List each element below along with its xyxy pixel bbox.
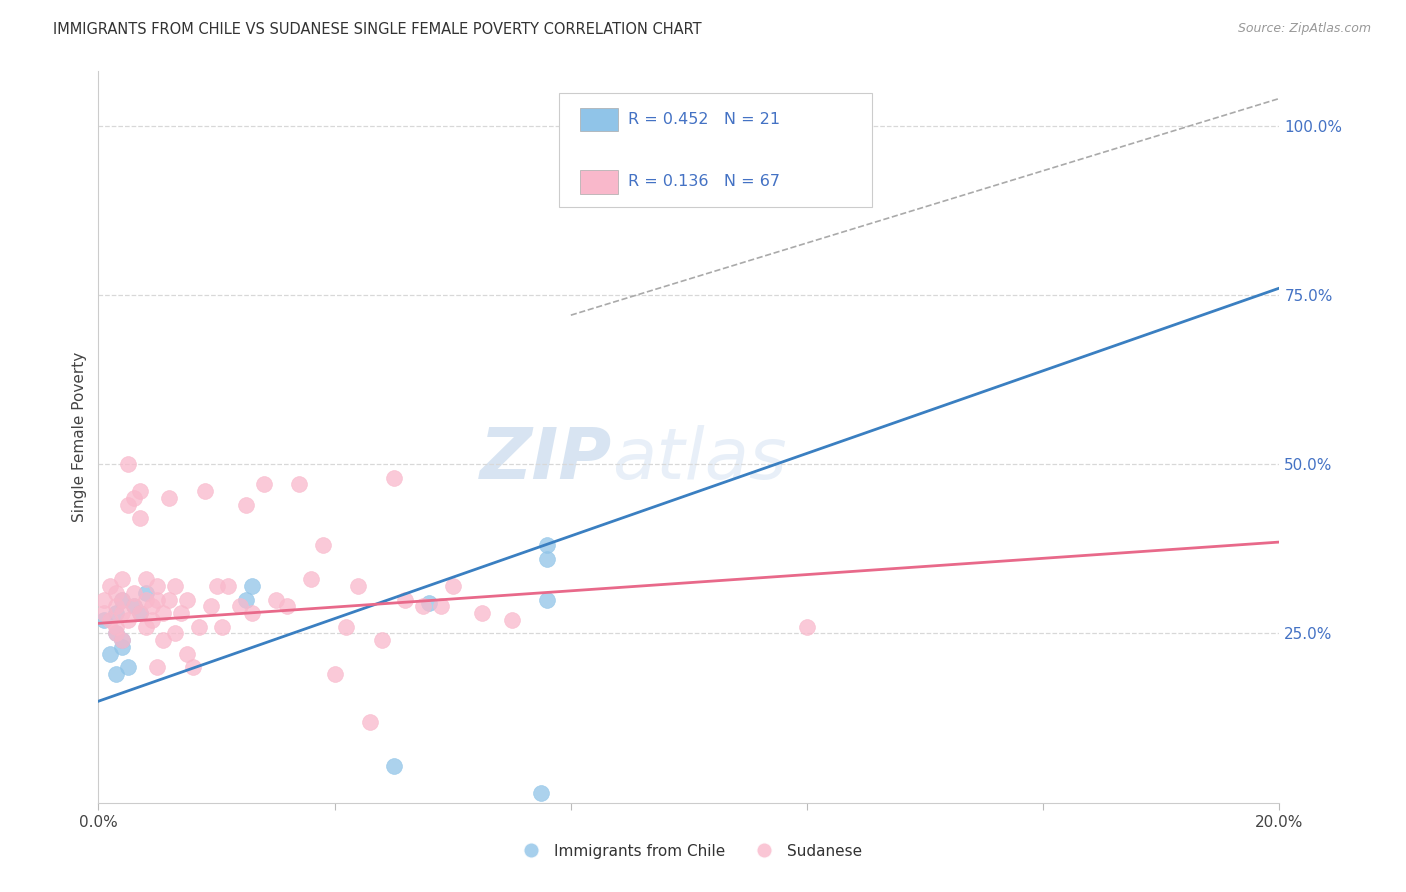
- FancyBboxPatch shape: [560, 94, 872, 207]
- Point: [536, 592, 558, 607]
- Point: [194, 484, 217, 499]
- Point: [141, 599, 163, 614]
- Point: [394, 592, 416, 607]
- Point: [264, 592, 287, 607]
- Point: [371, 633, 394, 648]
- Point: [98, 579, 121, 593]
- Point: [181, 660, 204, 674]
- Point: [276, 599, 298, 614]
- Point: [536, 538, 558, 552]
- Point: [141, 613, 163, 627]
- Point: [128, 606, 150, 620]
- Point: [111, 633, 134, 648]
- Point: [105, 626, 128, 640]
- Point: [105, 620, 128, 634]
- FancyBboxPatch shape: [581, 170, 619, 194]
- Point: [211, 620, 233, 634]
- Point: [235, 498, 257, 512]
- Point: [111, 606, 134, 620]
- Point: [146, 579, 169, 593]
- Point: [93, 613, 115, 627]
- Point: [165, 626, 187, 640]
- Point: [152, 606, 174, 620]
- Point: [176, 592, 198, 607]
- Legend: Immigrants from Chile, Sudanese: Immigrants from Chile, Sudanese: [510, 838, 868, 864]
- Point: [128, 606, 150, 620]
- Point: [93, 592, 115, 607]
- Point: [229, 599, 252, 614]
- Point: [170, 606, 193, 620]
- Point: [111, 572, 134, 586]
- Text: IMMIGRANTS FROM CHILE VS SUDANESE SINGLE FEMALE POVERTY CORRELATION CHART: IMMIGRANTS FROM CHILE VS SUDANESE SINGLE…: [53, 22, 702, 37]
- Point: [382, 758, 405, 772]
- Point: [105, 586, 128, 600]
- Point: [122, 599, 145, 614]
- Point: [105, 667, 128, 681]
- Point: [128, 484, 150, 499]
- Point: [93, 606, 115, 620]
- Point: [122, 586, 145, 600]
- Point: [441, 579, 464, 593]
- Point: [105, 599, 128, 614]
- Point: [796, 119, 818, 133]
- Point: [536, 552, 558, 566]
- Point: [111, 592, 134, 607]
- Point: [187, 620, 209, 634]
- Point: [157, 592, 180, 607]
- Point: [796, 620, 818, 634]
- Point: [205, 579, 228, 593]
- Point: [122, 599, 145, 614]
- Text: ZIP: ZIP: [479, 425, 612, 493]
- Point: [111, 592, 134, 607]
- Point: [471, 606, 494, 620]
- Point: [98, 613, 121, 627]
- Point: [335, 620, 357, 634]
- Point: [530, 786, 553, 800]
- Point: [105, 606, 128, 620]
- Text: R = 0.136   N = 67: R = 0.136 N = 67: [627, 174, 779, 189]
- Y-axis label: Single Female Poverty: Single Female Poverty: [72, 352, 87, 522]
- Point: [157, 491, 180, 505]
- Point: [200, 599, 222, 614]
- Point: [135, 586, 157, 600]
- Point: [347, 579, 370, 593]
- FancyBboxPatch shape: [581, 108, 619, 131]
- Point: [323, 667, 346, 681]
- Point: [430, 599, 453, 614]
- Point: [152, 633, 174, 648]
- Point: [135, 620, 157, 634]
- Point: [288, 477, 311, 491]
- Point: [146, 660, 169, 674]
- Point: [111, 633, 134, 648]
- Point: [501, 613, 523, 627]
- Point: [176, 647, 198, 661]
- Point: [359, 714, 381, 729]
- Point: [235, 592, 257, 607]
- Point: [135, 572, 157, 586]
- Point: [122, 491, 145, 505]
- Point: [135, 592, 157, 607]
- Point: [128, 511, 150, 525]
- Point: [418, 596, 440, 610]
- Point: [240, 606, 263, 620]
- Point: [98, 647, 121, 661]
- Point: [312, 538, 335, 552]
- Point: [117, 457, 139, 471]
- Text: atlas: atlas: [612, 425, 787, 493]
- Point: [117, 613, 139, 627]
- Point: [117, 660, 139, 674]
- Point: [299, 572, 322, 586]
- Point: [412, 599, 434, 614]
- Point: [382, 471, 405, 485]
- Point: [217, 579, 239, 593]
- Point: [105, 626, 128, 640]
- Text: R = 0.452   N = 21: R = 0.452 N = 21: [627, 112, 780, 128]
- Point: [117, 498, 139, 512]
- Point: [146, 592, 169, 607]
- Point: [240, 579, 263, 593]
- Point: [253, 477, 276, 491]
- Text: Source: ZipAtlas.com: Source: ZipAtlas.com: [1237, 22, 1371, 36]
- Point: [111, 640, 134, 654]
- Point: [165, 579, 187, 593]
